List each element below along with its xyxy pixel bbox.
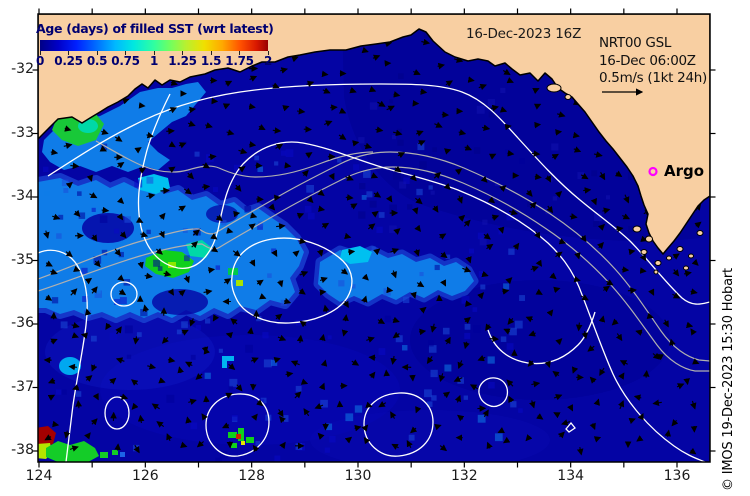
land-mass — [38, 14, 710, 255]
colorbar-tick-label: 1.75 — [225, 54, 254, 68]
colorbar-title: Age (days) of filled SST (wrt latest) — [36, 21, 274, 36]
colorbar-tick-label: 1.5 — [200, 54, 222, 68]
x-axis-tick-label: 132 — [450, 468, 478, 484]
velocity-scale-label: 0.5m/s (1kt 24h) — [599, 70, 707, 86]
map-valid-time: 16-Dec-2023 16Z — [466, 26, 582, 42]
y-axis-tick-label: -35 — [11, 251, 34, 268]
x-axis-tick-label: 124 — [25, 468, 53, 484]
axis-ticks — [32, 8, 716, 468]
islands — [546, 83, 704, 275]
y-axis-tick-label: -37 — [11, 378, 34, 395]
colorbar-tick-label: 2 — [263, 54, 273, 68]
plot-border — [37, 13, 711, 463]
colorbar-tick — [39, 51, 41, 55]
copyright-attribution: © IMOS 19-Dec-2023 15:30 Hobart — [721, 268, 736, 491]
colorbar-tick — [210, 51, 212, 55]
colorbar-tick — [182, 51, 183, 55]
colorbar-tick-labels: 0 0.25 0.5 0.75 1 1.25 1.5 1.75 2 — [36, 54, 272, 68]
x-axis-tick-label: 136 — [663, 468, 691, 484]
colorbar-tick-label: 1 — [149, 54, 159, 68]
y-axis-tick-label: -38 — [11, 442, 34, 458]
model-info-block: NRT00 GSL 16-Dec 06:00Z 0.5m/s (1kt 24h) — [599, 35, 707, 88]
argo-float-marker — [648, 166, 658, 177]
colorbar-tick — [68, 51, 69, 55]
y-axis-tick-label: -34 — [11, 188, 34, 204]
model-run-time: 16-Dec 06:00Z — [599, 52, 696, 69]
x-axis-tick-label: 128 — [238, 468, 266, 484]
model-name: NRT00 GSL — [599, 35, 672, 51]
colorbar-tick — [125, 51, 126, 55]
colorbar-tick-label: 1.25 — [168, 54, 197, 68]
colorbar-tick-label: 0.5 — [86, 54, 108, 68]
current-vector-arrows — [43, 38, 702, 456]
colorbar-tick — [239, 51, 240, 55]
colorbar-tick — [96, 51, 98, 55]
x-axis-tick-label: 126 — [131, 468, 159, 484]
argo-label: Argo — [664, 162, 705, 180]
y-axis-tick-label: -32 — [11, 61, 34, 77]
colorbar-tick-label: 0.75 — [111, 54, 140, 68]
colorbar-tick-label: 0.25 — [54, 54, 83, 68]
colorbar-tick — [267, 51, 269, 55]
colorbar-gradient — [39, 40, 269, 55]
x-axis-tick-label: 134 — [557, 468, 585, 484]
y-axis-tick-label: -36 — [11, 315, 34, 331]
x-axis-tick-label: 130 — [344, 468, 372, 484]
y-axis-tick-label: -33 — [11, 124, 34, 141]
colorbar-tick — [153, 51, 155, 55]
colorbar-tick-label: 0 — [35, 54, 45, 68]
